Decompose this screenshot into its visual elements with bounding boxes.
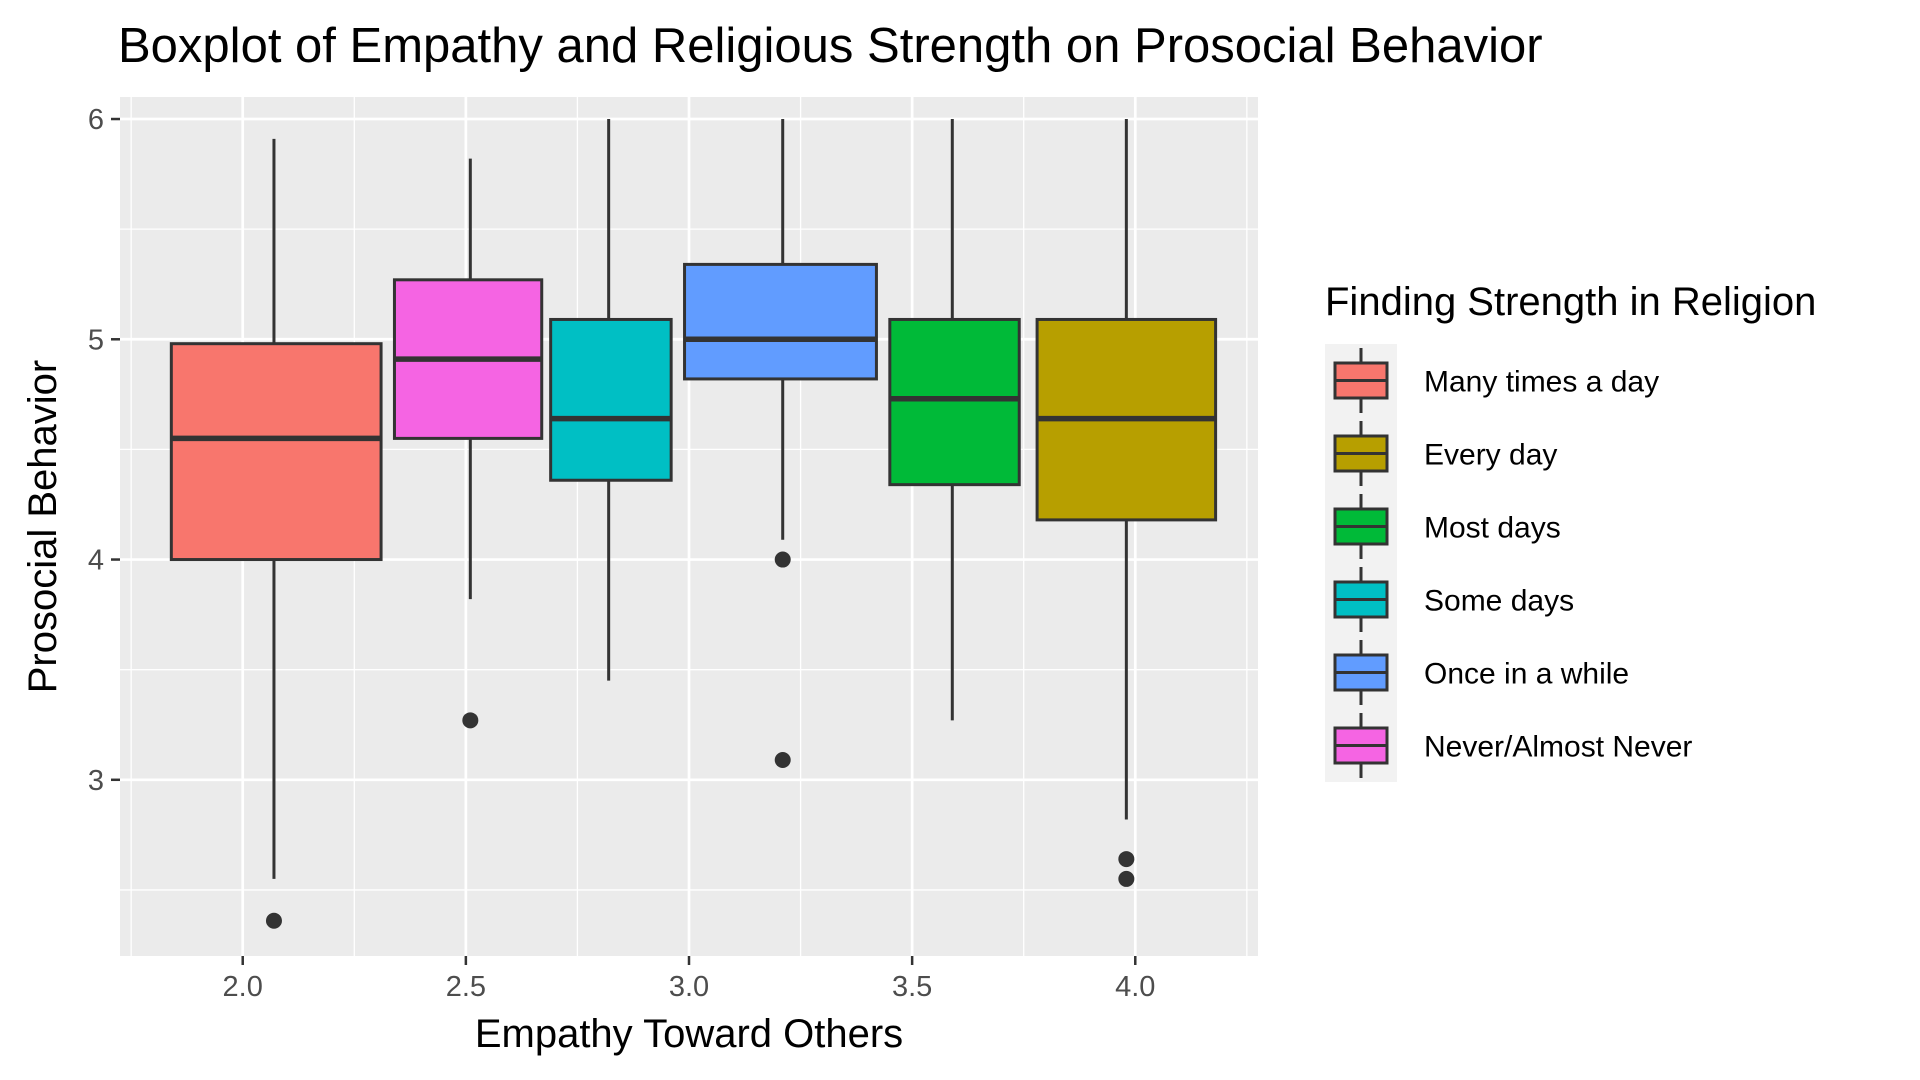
x-tick-label: 2.0 xyxy=(223,971,263,1003)
x-tick-label: 3.0 xyxy=(669,971,709,1003)
box-body xyxy=(549,317,673,482)
outlier-point xyxy=(462,712,479,729)
legend-title: Finding Strength in Religion xyxy=(1325,280,1816,324)
x-tick-labels: 2.0 2.5 3.0 3.5 4.0 xyxy=(223,971,1156,1003)
y-tick-label: 5 xyxy=(88,324,104,356)
legend-items: Many times a day Every day Most days Some d… xyxy=(1325,344,1692,782)
legend-item-never-almost-never: Never/Almost Never xyxy=(1333,713,1692,778)
y-tick-labels: 3 4 5 6 xyxy=(88,104,104,797)
box-some-days xyxy=(549,119,673,681)
box-body xyxy=(683,262,878,381)
outlier-point xyxy=(1118,870,1135,887)
legend-label: Many times a day xyxy=(1424,366,1659,399)
x-tick-label: 3.5 xyxy=(892,971,932,1003)
legend-label: Some days xyxy=(1424,585,1574,618)
legend-label: Most days xyxy=(1424,512,1561,545)
x-tick-label: 2.5 xyxy=(446,971,486,1003)
legend-item-some-days: Some days xyxy=(1333,567,1574,632)
legend-item-most-days: Most days xyxy=(1333,494,1561,559)
outlier-point xyxy=(774,751,791,768)
legend-item-many-times-a-day: Many times a day xyxy=(1333,348,1659,413)
x-tick-label: 4.0 xyxy=(1115,971,1155,1003)
box-body xyxy=(169,342,383,562)
box-most-days xyxy=(888,119,1021,721)
box-never-almost-never xyxy=(392,158,544,729)
y-tick-label: 4 xyxy=(88,545,104,577)
chart-title: Boxplot of Empathy and Religious Strengt… xyxy=(118,19,1543,73)
legend-key-background xyxy=(1325,344,1397,782)
legend-label: Every day xyxy=(1424,439,1557,472)
y-axis-title: Prosocial Behavior xyxy=(21,360,65,694)
box-once-in-a-while xyxy=(683,119,878,768)
legend-label: Once in a while xyxy=(1424,658,1629,691)
box-many-times-a-day xyxy=(169,138,383,929)
legend: Finding Strength in Religion Many times … xyxy=(1325,280,1816,782)
x-axis-title: Empathy Toward Others xyxy=(475,1012,903,1056)
outlier-point xyxy=(265,912,282,929)
legend-label: Never/Almost Never xyxy=(1424,731,1692,764)
outlier-point xyxy=(1118,851,1135,868)
outlier-point xyxy=(774,551,791,568)
y-tick-label: 3 xyxy=(88,765,104,797)
box-every-day xyxy=(1035,119,1218,887)
box-body xyxy=(888,317,1021,487)
boxes-layer xyxy=(169,119,1218,929)
y-tick-label: 6 xyxy=(88,104,104,136)
legend-item-every-day: Every day xyxy=(1333,421,1557,486)
axis-ticks xyxy=(111,117,1137,965)
legend-item-once-in-a-while: Once in a while xyxy=(1333,640,1629,705)
